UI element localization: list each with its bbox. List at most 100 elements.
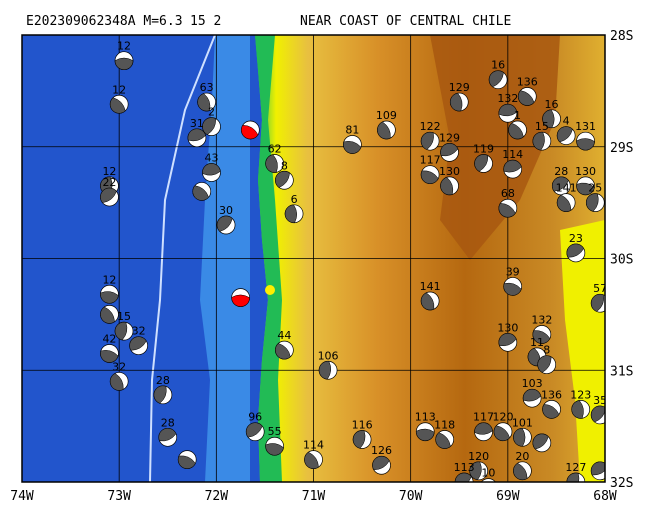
beachball [109, 94, 129, 114]
depth-label: 4 [563, 115, 570, 128]
latitude-label: 30S [610, 253, 633, 268]
depth-label: 120 [492, 411, 513, 424]
beachball [377, 120, 396, 140]
depth-label: 6 [291, 193, 298, 206]
beachball [517, 87, 537, 106]
depth-label: 32 [112, 360, 126, 373]
depth-label: 129 [439, 131, 460, 144]
depth-label: 116 [352, 419, 373, 432]
focal-mechanisms: 1212122212153242322828632316284363044106… [100, 40, 607, 482]
depth-label: 141 [420, 280, 441, 293]
beachball [474, 154, 493, 173]
depth-label: 118 [434, 419, 455, 432]
depth-label: 15 [117, 310, 131, 323]
depth-label: 44 [277, 329, 291, 342]
beachball [508, 120, 527, 140]
depth-label: 28 [161, 416, 175, 429]
depth-label: 32 [132, 325, 146, 338]
depth-label: 117 [473, 411, 494, 424]
longitude-label: 70W [399, 489, 423, 504]
depth-label: 101 [512, 416, 533, 429]
depth-label: 12 [102, 165, 116, 178]
beachball [474, 422, 493, 442]
beachball [532, 131, 552, 151]
depth-label: 31 [190, 117, 204, 130]
depth-label: 20 [515, 450, 529, 463]
beachball [513, 461, 532, 481]
depth-label: 11 [530, 336, 544, 349]
beachball [576, 176, 595, 196]
beachball [109, 372, 129, 391]
depth-label: 68 [501, 187, 515, 200]
beachball [100, 187, 119, 207]
depth-label: 43 [204, 151, 218, 164]
depth-label: 136 [541, 388, 562, 401]
beachball [275, 340, 294, 360]
beachball [343, 135, 362, 154]
depth-label: 130 [497, 321, 518, 334]
beachball [202, 163, 221, 182]
beachball [566, 243, 586, 263]
beachball [590, 293, 605, 313]
depth-label: 81 [345, 124, 359, 137]
depth-label: 25 [588, 182, 602, 195]
depth-label: 8 [281, 159, 288, 172]
beachball [129, 336, 148, 356]
beachball [100, 344, 119, 363]
depth-label: 132 [497, 92, 518, 105]
beachball [537, 355, 557, 375]
beachball [498, 198, 518, 218]
depth-label: 109 [376, 109, 397, 122]
longitude-label: 73W [107, 489, 131, 504]
beachball [420, 165, 440, 185]
longitude-label: 69W [496, 489, 520, 504]
beachball [177, 450, 197, 469]
beachball [284, 204, 304, 224]
map-frame [21, 34, 606, 483]
depth-label: 2 [208, 106, 215, 119]
map-title-overlap: 15 2 [190, 14, 221, 29]
beachball [440, 142, 459, 162]
depth-label: 136 [517, 75, 538, 88]
map-title: E202309062348A M=6.3 [26, 14, 183, 29]
latitude-labels: 28S 29S 30S 31S 32S [610, 29, 633, 491]
depth-label: 22 [102, 176, 116, 189]
depth-label: 120 [468, 450, 489, 463]
depth-label: 16 [491, 59, 505, 72]
depth-label: 62 [268, 143, 282, 156]
depth-label: 28 [156, 374, 170, 387]
beachball [245, 422, 265, 442]
depth-label: 113 [415, 411, 436, 424]
depth-label: 119 [473, 143, 494, 156]
depth-label: 114 [303, 439, 324, 452]
depth-label: 28 [554, 165, 568, 178]
beachball [532, 325, 552, 344]
depth-label: 129 [449, 81, 470, 94]
map-region: NEAR COAST OF CENTRAL CHILE [300, 14, 511, 29]
longitude-label: 74W [10, 489, 34, 504]
beachball [542, 109, 561, 129]
depth-label: 30 [219, 204, 233, 217]
depth-label: 57 [593, 282, 607, 295]
beachball [513, 427, 532, 447]
beachball [435, 430, 455, 449]
depth-label: 126 [371, 444, 392, 457]
beachball [415, 422, 435, 442]
depth-label: 117 [420, 154, 441, 167]
beachball [187, 128, 207, 148]
depth-label: 1 [514, 109, 521, 122]
depth-label: 106 [318, 349, 339, 362]
beachball [420, 291, 440, 311]
depth-label: 114 [502, 148, 523, 161]
grid-lines [22, 35, 605, 482]
beachball [114, 321, 134, 341]
beachball [372, 455, 391, 475]
depth-label: 141 [556, 182, 577, 195]
latitude-label: 31S [610, 364, 633, 379]
beachball [114, 51, 134, 71]
depth-label: 12 [112, 83, 126, 96]
beachball [590, 461, 605, 481]
beachball [503, 277, 523, 296]
depth-label: 127 [565, 461, 586, 474]
beachball [275, 170, 294, 190]
